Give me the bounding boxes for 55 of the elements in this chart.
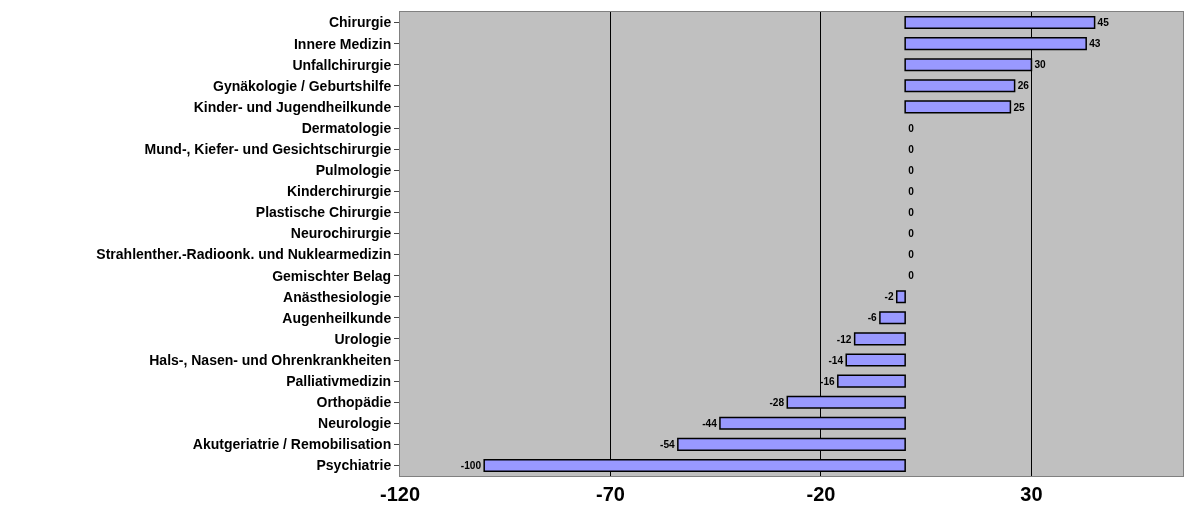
bar xyxy=(879,311,906,325)
y-tick-label: Mund-, Kiefer- und Gesichtschirurgie xyxy=(144,140,392,157)
y-tick-label: Kinderchirurgie xyxy=(286,183,392,200)
x-tick-label: -70 xyxy=(596,483,625,505)
y-tick-label: Chirurgie xyxy=(328,14,392,31)
data-label: 43 xyxy=(1089,38,1101,50)
data-label: 0 xyxy=(908,185,915,197)
data-label: 30 xyxy=(1034,59,1047,71)
y-tick-label: Dermatologie xyxy=(301,119,392,136)
y-tick-label: Augenheilkunde xyxy=(282,309,392,326)
data-label: 0 xyxy=(908,249,915,261)
y-tick-label: Orthopädie xyxy=(316,394,392,411)
data-label: 0 xyxy=(908,206,915,218)
data-label: 26 xyxy=(1017,80,1030,92)
y-tick-label: Psychiatrie xyxy=(316,457,392,474)
y-tick-label: Innere Medizin xyxy=(293,35,392,52)
data-label: -54 xyxy=(660,438,676,450)
y-tick-label: Anästhesiologie xyxy=(283,288,392,305)
data-label: -100 xyxy=(460,460,482,472)
y-tick-label: Plastische Chirurgie xyxy=(255,204,392,221)
y-tick-label: Pulmologie xyxy=(315,162,392,179)
data-label: -16 xyxy=(820,375,835,387)
bar xyxy=(853,332,906,346)
data-label: 0 xyxy=(908,143,915,155)
data-label: -6 xyxy=(867,312,878,324)
data-label: -12 xyxy=(836,333,852,345)
data-label: -28 xyxy=(769,396,785,408)
y-tick-label: Hals-, Nasen- und Ohrenkrankheiten xyxy=(149,351,392,368)
data-label: -2 xyxy=(884,291,894,303)
y-tick-label: Strahlenther.-Radioonk. und Nuklearmedizin xyxy=(96,246,392,263)
y-tick-label: Gynäkologie / Geburtshilfe xyxy=(213,77,392,94)
data-label: 0 xyxy=(908,122,915,134)
data-label: -14 xyxy=(828,354,844,366)
data-label: 45 xyxy=(1097,17,1110,29)
y-tick-label: Palliativmedizin xyxy=(286,372,392,389)
data-label: 0 xyxy=(908,228,915,240)
x-tick-label: -120 xyxy=(379,483,421,505)
bar xyxy=(845,353,906,367)
bar xyxy=(904,100,1012,114)
y-tick-label: Gemischter Belag xyxy=(272,267,392,284)
y-tick-label: Neurochirurgie xyxy=(290,225,392,242)
data-label: 0 xyxy=(908,270,915,282)
data-label: 25 xyxy=(1013,101,1026,113)
x-tick-label: 30 xyxy=(1020,483,1043,505)
data-label: 0 xyxy=(908,164,915,176)
bar xyxy=(895,290,906,304)
bar xyxy=(837,374,906,388)
y-tick-label: Urologie xyxy=(334,330,392,347)
data-label: -44 xyxy=(702,417,718,429)
x-tick-label: -20 xyxy=(806,483,836,505)
bar xyxy=(904,79,1016,93)
y-tick-label: Neurologie xyxy=(318,415,392,432)
y-tick-label: Kinder- und Jugendheilkunde xyxy=(193,98,392,115)
y-tick-label: Akutgeriatrie / Remobilisation xyxy=(192,436,392,453)
y-tick-label: Unfallchirurgie xyxy=(292,56,392,73)
